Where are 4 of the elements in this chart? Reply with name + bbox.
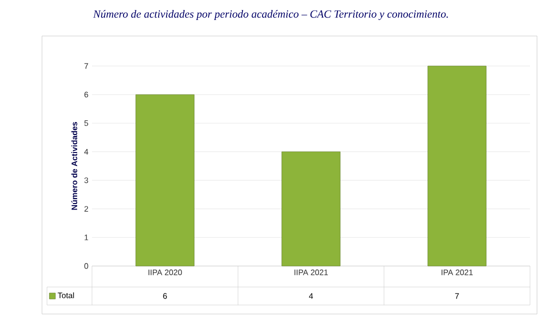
- chart-title: Número de actividades por periodo académico – CAC Territorio y conocimiento.: [93, 10, 448, 20]
- bar: [136, 94, 194, 266]
- bar: [282, 152, 340, 266]
- bar: [428, 66, 486, 266]
